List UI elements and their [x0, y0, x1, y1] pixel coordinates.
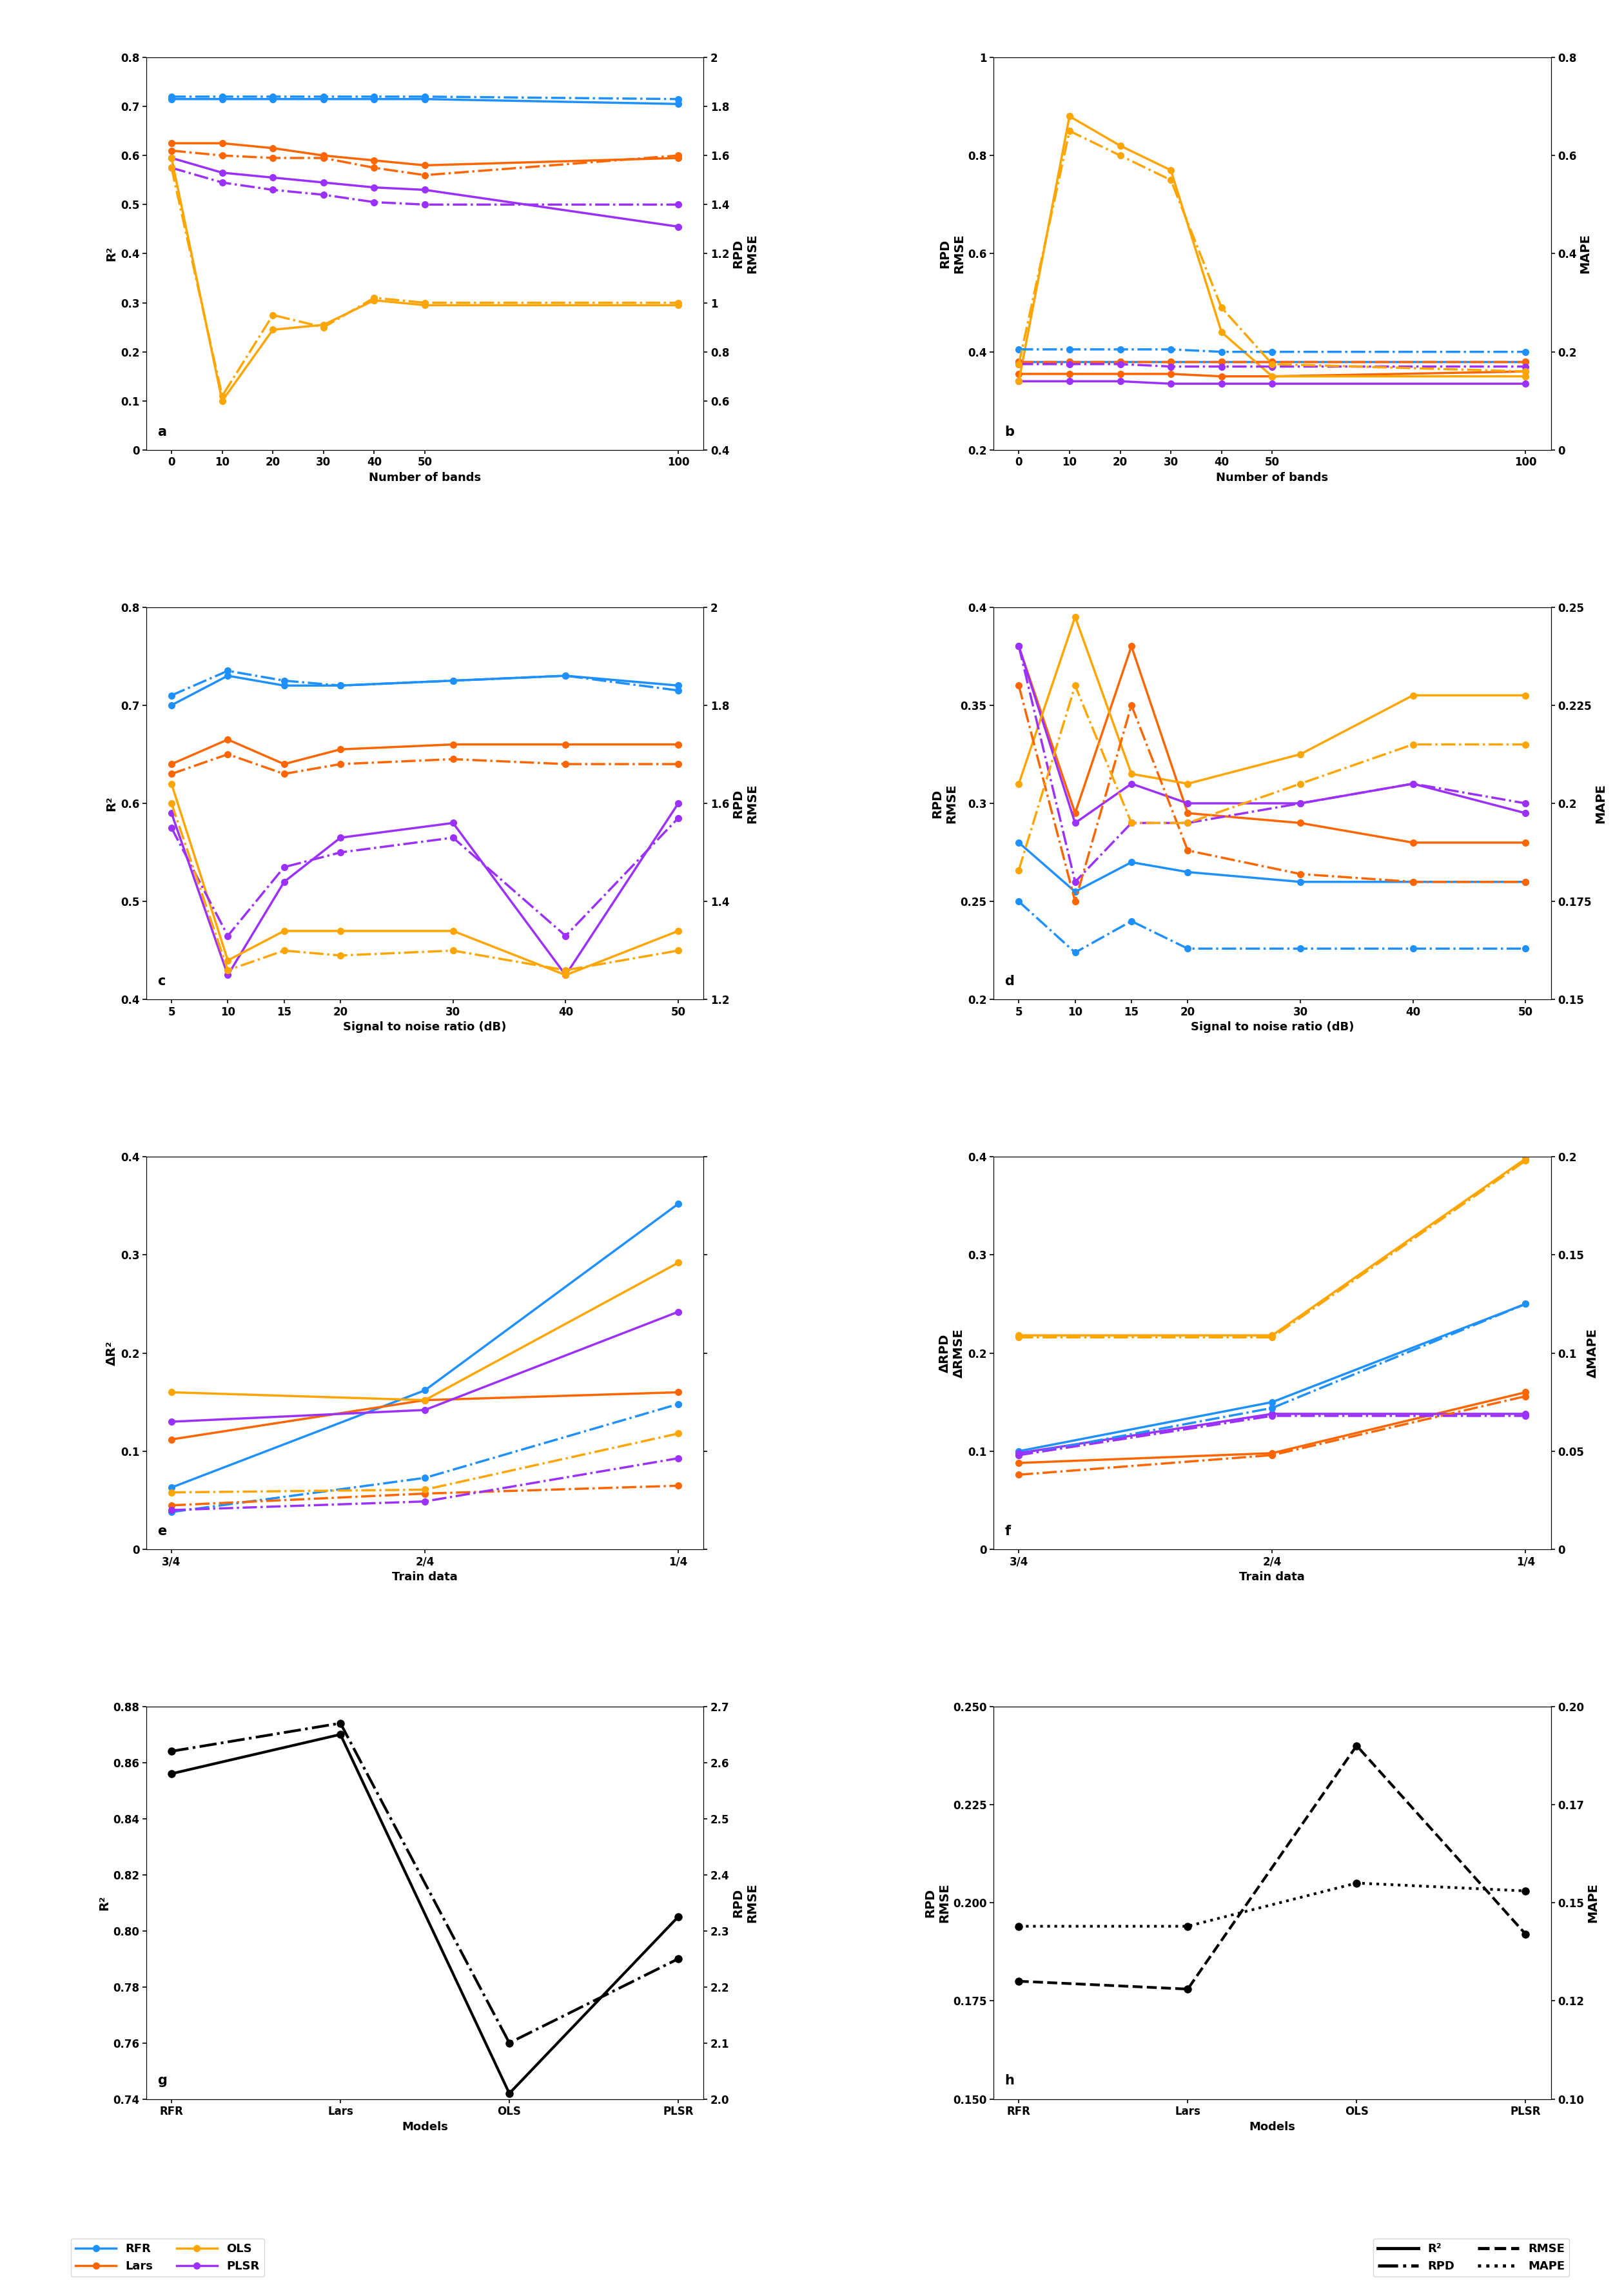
Y-axis label: RPD
RMSE: RPD RMSE	[732, 785, 758, 824]
X-axis label: Number of bands: Number of bands	[369, 473, 481, 484]
Y-axis label: RPD
RMSE: RPD RMSE	[939, 234, 965, 273]
Legend: RFR, Lars, OLS, PLSR: RFR, Lars, OLS, PLSR	[71, 2239, 265, 2276]
Text: g: g	[158, 2074, 167, 2088]
Text: f: f	[1005, 1526, 1010, 1537]
Text: h: h	[1005, 2074, 1015, 2088]
Text: a: a	[158, 424, 166, 438]
Y-axis label: MAPE: MAPE	[1580, 234, 1592, 273]
X-axis label: Signal to noise ratio (dB): Signal to noise ratio (dB)	[343, 1021, 507, 1032]
Y-axis label: RPD
RMSE: RPD RMSE	[931, 785, 958, 824]
X-axis label: Train data: Train data	[1239, 1571, 1306, 1583]
Y-axis label: ΔRPD
ΔRMSE: ΔRPD ΔRMSE	[939, 1328, 965, 1379]
X-axis label: Train data: Train data	[391, 1571, 458, 1583]
Text: e: e	[158, 1526, 167, 1537]
Y-axis label: MAPE: MAPE	[1587, 1883, 1600, 1922]
Text: b: b	[1005, 424, 1015, 438]
Text: c: c	[158, 975, 166, 989]
X-axis label: Models: Models	[1249, 2122, 1296, 2133]
Y-axis label: RPD
RMSE: RPD RMSE	[924, 1883, 950, 1922]
Y-axis label: R²: R²	[106, 245, 117, 262]
X-axis label: Models: Models	[401, 2122, 448, 2133]
X-axis label: Signal to noise ratio (dB): Signal to noise ratio (dB)	[1190, 1021, 1354, 1032]
Y-axis label: ΔR²: ΔR²	[106, 1340, 117, 1365]
Text: d: d	[1005, 975, 1015, 989]
Y-axis label: RPD
RMSE: RPD RMSE	[732, 234, 758, 273]
Y-axis label: R²: R²	[106, 796, 117, 810]
Y-axis label: MAPE: MAPE	[1595, 782, 1606, 824]
Legend: R², RPD, RMSE, MAPE: R², RPD, RMSE, MAPE	[1372, 2239, 1569, 2276]
Y-axis label: R²: R²	[97, 1895, 110, 1911]
X-axis label: Number of bands: Number of bands	[1216, 473, 1328, 484]
Y-axis label: ΔMAPE: ΔMAPE	[1587, 1328, 1600, 1379]
Y-axis label: RPD
RMSE: RPD RMSE	[732, 1883, 758, 1922]
